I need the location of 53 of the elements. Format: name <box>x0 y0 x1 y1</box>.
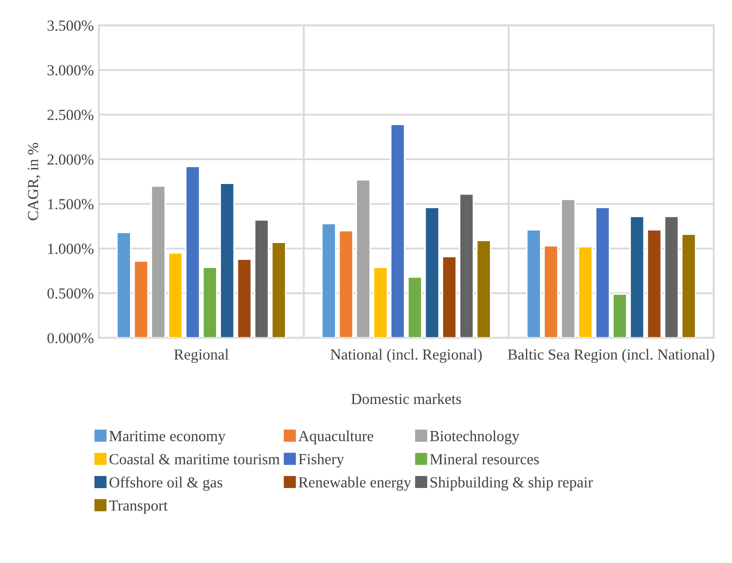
x-tick-label: Regional <box>174 348 229 363</box>
bar <box>116 232 132 338</box>
bar <box>458 193 474 338</box>
bar <box>442 256 457 338</box>
x-axis-title: Domestic markets <box>351 393 462 404</box>
bar <box>133 260 149 338</box>
bar <box>321 222 336 338</box>
bar <box>220 182 235 338</box>
bar <box>629 216 645 338</box>
legend-label: Maritime economy <box>109 430 226 444</box>
bar <box>202 266 218 338</box>
bar <box>338 230 354 338</box>
bar <box>526 229 542 338</box>
y-tick-label: 3.000% <box>48 65 94 76</box>
bar <box>681 234 696 338</box>
legend-label: Aquaculture <box>298 430 374 444</box>
bar <box>407 276 422 338</box>
bar <box>236 258 252 338</box>
y-tick-label: 0.500% <box>47 288 94 299</box>
bar <box>595 206 610 338</box>
y-tick-label: 0.000% <box>47 332 94 344</box>
bar <box>560 198 576 338</box>
bar <box>424 206 440 338</box>
y-axis-title: CAGR, in % <box>28 142 40 220</box>
legend-label: Transport <box>109 500 168 514</box>
y-tick-label: 1.000% <box>48 244 94 254</box>
y-tick-label: 2.000% <box>48 154 94 165</box>
bar <box>664 216 680 338</box>
legend-label: Shipbuilding & ship repair <box>430 476 593 491</box>
x-tick-label: National (incl. Regional) <box>330 348 482 363</box>
legend-label: Renewable energy <box>298 476 412 491</box>
bar <box>356 179 371 338</box>
bar <box>476 240 492 338</box>
bar <box>543 245 559 338</box>
y-tick-label: 1.500% <box>48 199 94 210</box>
bar <box>271 242 286 338</box>
bar <box>168 252 184 338</box>
bar <box>254 219 270 338</box>
bar <box>185 166 200 338</box>
y-tick-label: 2.500% <box>48 110 94 120</box>
legend-label: Coastal & maritime tourism <box>110 454 280 464</box>
legend-label: Fishery <box>298 454 344 468</box>
bar <box>372 266 388 338</box>
y-tick-label: 3.500% <box>48 20 94 31</box>
legend-label: Mineral resources <box>430 454 539 464</box>
bar <box>646 229 662 338</box>
bar <box>150 185 166 338</box>
legend-label: Offshore oil & gas <box>110 476 222 491</box>
bar <box>390 124 406 338</box>
legend-label: Biotechnology <box>430 430 520 444</box>
bar <box>612 293 628 338</box>
x-tick-label: Baltic Sea Region (incl. National) <box>508 348 714 363</box>
bar <box>578 246 593 338</box>
